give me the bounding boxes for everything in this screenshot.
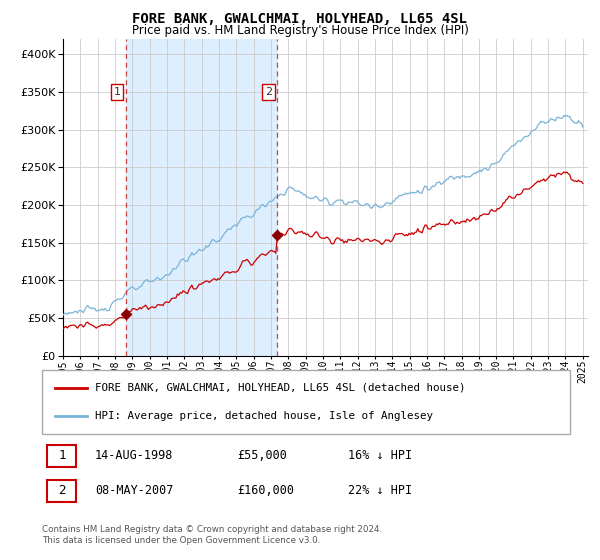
Text: Price paid vs. HM Land Registry's House Price Index (HPI): Price paid vs. HM Land Registry's House … — [131, 24, 469, 37]
Text: FORE BANK, GWALCHMAI, HOLYHEAD, LL65 4SL: FORE BANK, GWALCHMAI, HOLYHEAD, LL65 4SL — [133, 12, 467, 26]
Bar — [126, 39, 277, 356]
Text: 1: 1 — [113, 87, 121, 97]
Text: 08-MAY-2007: 08-MAY-2007 — [95, 484, 173, 497]
Text: 1: 1 — [58, 449, 65, 463]
FancyBboxPatch shape — [47, 445, 76, 467]
FancyBboxPatch shape — [42, 370, 570, 434]
Text: 14-AUG-1998: 14-AUG-1998 — [95, 449, 173, 463]
Text: FORE BANK, GWALCHMAI, HOLYHEAD, LL65 4SL (detached house): FORE BANK, GWALCHMAI, HOLYHEAD, LL65 4SL… — [95, 382, 466, 393]
Text: 22% ↓ HPI: 22% ↓ HPI — [348, 484, 412, 497]
FancyBboxPatch shape — [47, 479, 76, 502]
Text: £160,000: £160,000 — [238, 484, 295, 497]
Text: 2: 2 — [265, 87, 272, 97]
Text: 16% ↓ HPI: 16% ↓ HPI — [348, 449, 412, 463]
Text: Contains HM Land Registry data © Crown copyright and database right 2024.
This d: Contains HM Land Registry data © Crown c… — [42, 525, 382, 545]
Text: £55,000: £55,000 — [238, 449, 287, 463]
Text: 2: 2 — [58, 484, 65, 497]
Text: HPI: Average price, detached house, Isle of Anglesey: HPI: Average price, detached house, Isle… — [95, 411, 433, 421]
